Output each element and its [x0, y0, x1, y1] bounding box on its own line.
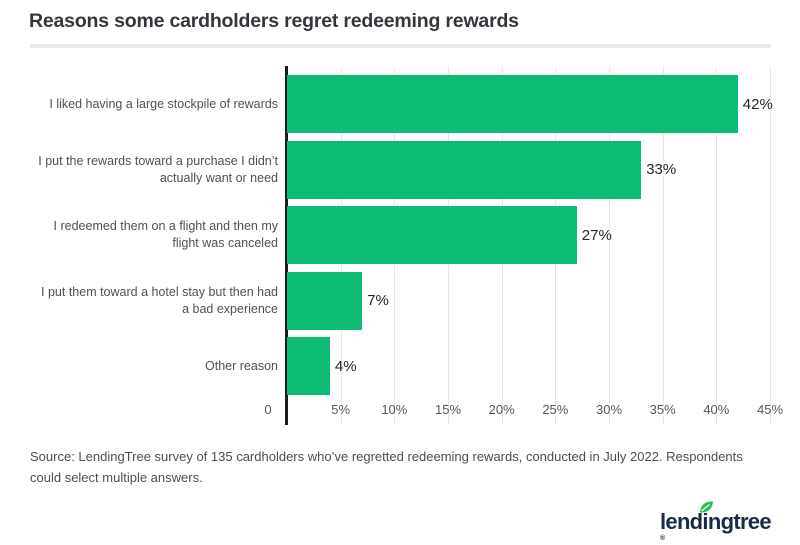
x-tick-label: 5%	[331, 402, 351, 417]
x-tick-label: 35%	[649, 402, 676, 417]
gridline	[770, 66, 771, 425]
category-label: I put the rewards toward a purchase I di…	[38, 153, 278, 185]
title-divider	[30, 44, 771, 48]
chart-row: I put them toward a hotel stay but then …	[0, 271, 800, 330]
value-label: 42%	[742, 95, 773, 113]
x-tick-label: 0	[264, 402, 272, 417]
chart-row: I put the rewards toward a purchase I di…	[0, 140, 800, 199]
x-tick-label: 20%	[488, 402, 515, 417]
registered-trademark-symbol: ®	[660, 535, 666, 542]
bar	[287, 140, 642, 199]
bar	[287, 75, 738, 133]
x-tick-label: 25%	[542, 402, 569, 417]
logo-wordmark: lendingtree	[660, 509, 772, 534]
category-label: I liked having a large stockpile of rewa…	[49, 96, 278, 111]
x-tick-label: 30%	[595, 402, 623, 417]
gridline	[716, 66, 718, 425]
source-note: Source: LendingTree survey of 135 cardho…	[30, 449, 743, 485]
category-label: Other reason	[205, 358, 278, 373]
gridline	[662, 66, 664, 425]
chart-row: Other reason 4%	[0, 337, 800, 395]
x-tick-label: 15%	[434, 402, 462, 417]
chart-row: I redeemed them on a flight and then my …	[0, 206, 800, 264]
value-label: 33%	[646, 161, 677, 178]
category-label: I redeemed them on a flight and then my …	[53, 219, 278, 250]
x-tick-label: 40%	[703, 402, 730, 417]
x-tick-label: 45%	[756, 402, 784, 417]
bar	[287, 206, 577, 264]
y-axis-line	[285, 66, 288, 425]
leaf-icon	[699, 501, 714, 513]
x-tick-label: 10%	[381, 402, 408, 417]
lendingtree-logo: lendingtree®	[660, 500, 774, 542]
value-label: 4%	[334, 357, 357, 375]
chart-title: Reasons some cardholders regret redeemin…	[29, 10, 519, 32]
chart-row: I liked having a large stockpile of rewa…	[0, 75, 800, 133]
value-label: 27%	[581, 226, 612, 244]
bar	[287, 337, 330, 395]
value-label: 7%	[367, 292, 389, 309]
gridline	[609, 66, 610, 425]
category-label: I put them toward a hotel stay but then …	[41, 284, 278, 316]
bar	[287, 271, 363, 330]
